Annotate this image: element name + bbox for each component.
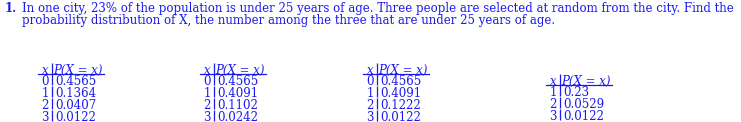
Text: x: x — [204, 64, 210, 77]
Text: 0.1364: 0.1364 — [55, 87, 96, 100]
Text: 0.0122: 0.0122 — [55, 111, 96, 122]
Text: P(X = x): P(X = x) — [561, 75, 611, 88]
Text: 1: 1 — [549, 86, 556, 99]
Text: 1.: 1. — [5, 2, 17, 15]
Text: probability distribution of X, the number among the three that are under 25 year: probability distribution of X, the numbe… — [22, 14, 555, 27]
Text: 3: 3 — [41, 111, 49, 122]
Text: 0: 0 — [41, 75, 49, 88]
Text: 0.1222: 0.1222 — [380, 99, 421, 112]
Text: x: x — [41, 64, 48, 77]
Text: x: x — [550, 75, 556, 88]
Text: 1: 1 — [41, 87, 49, 100]
Text: 1: 1 — [366, 87, 373, 100]
Text: P(X = x): P(X = x) — [378, 64, 428, 77]
Text: 0: 0 — [366, 75, 373, 88]
Text: 0.4091: 0.4091 — [217, 87, 258, 100]
Text: 0.1102: 0.1102 — [217, 99, 258, 112]
Text: 0.0122: 0.0122 — [380, 111, 421, 122]
Text: 0: 0 — [203, 75, 210, 88]
Text: 3: 3 — [549, 110, 556, 122]
Text: 0.4565: 0.4565 — [55, 75, 96, 88]
Text: 0.0242: 0.0242 — [217, 111, 258, 122]
Text: 0.4091: 0.4091 — [380, 87, 421, 100]
Text: 0.4565: 0.4565 — [217, 75, 259, 88]
Text: 2: 2 — [549, 98, 556, 111]
Text: P(X = x): P(X = x) — [215, 64, 265, 77]
Text: 0.4565: 0.4565 — [380, 75, 421, 88]
Text: 3: 3 — [203, 111, 210, 122]
Text: 2: 2 — [41, 99, 49, 112]
Text: 0.0407: 0.0407 — [55, 99, 96, 112]
Text: 0.23: 0.23 — [563, 86, 589, 99]
Text: In one city, 23% of the population is under 25 years of age. Three people are se: In one city, 23% of the population is un… — [22, 2, 734, 15]
Text: 0.0122: 0.0122 — [563, 110, 604, 122]
Text: 0.0529: 0.0529 — [563, 98, 604, 111]
Text: 2: 2 — [203, 99, 210, 112]
Text: 2: 2 — [366, 99, 373, 112]
Text: x: x — [367, 64, 373, 77]
Text: 1: 1 — [203, 87, 210, 100]
Text: P(X = x): P(X = x) — [53, 64, 103, 77]
Text: 3: 3 — [366, 111, 373, 122]
